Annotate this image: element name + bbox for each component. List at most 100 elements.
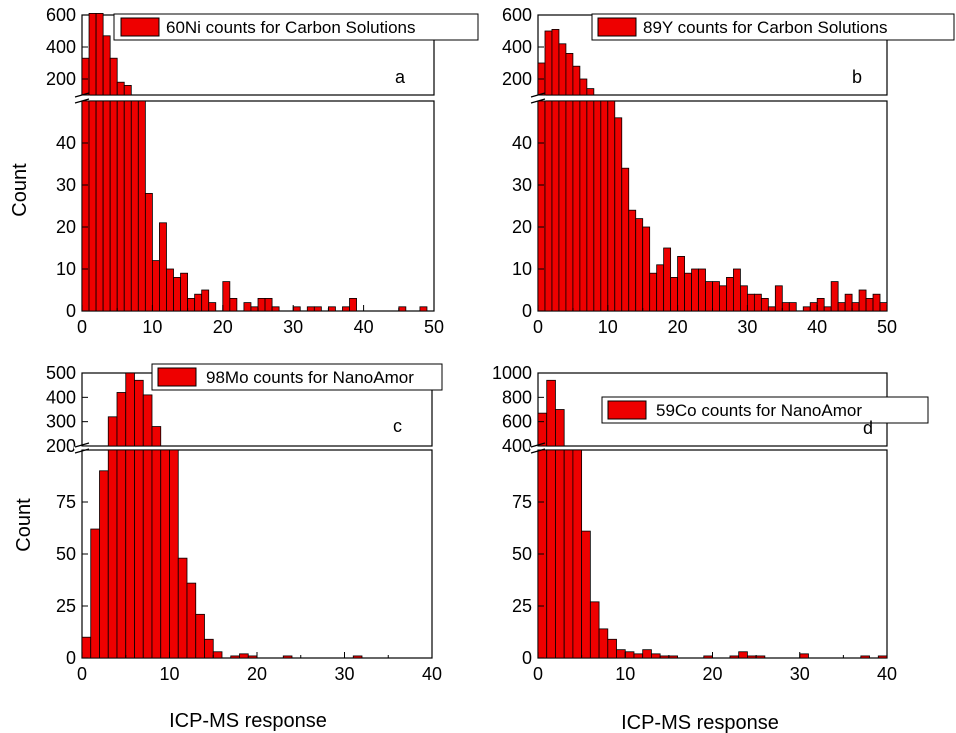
panel-b-bar	[712, 281, 720, 312]
panel-b-bar	[593, 100, 602, 312]
panel-c-xtick-label: 30	[334, 664, 354, 684]
panel-c-lower-bars	[81, 449, 363, 659]
panel-b-bar	[586, 100, 595, 312]
panel-b-xtick-label: 30	[737, 317, 757, 337]
panel-d-bar-upper	[537, 412, 548, 447]
panel-a-bar-upper	[88, 12, 97, 96]
panel-b-bar-upper	[572, 65, 581, 96]
panel-c-bar	[169, 449, 179, 659]
panel-a-bar	[271, 306, 280, 312]
panel-c-bar-upper	[142, 394, 153, 447]
panel-c-bar	[230, 655, 240, 659]
panel-c-bar	[107, 449, 118, 659]
panel-b-bar	[628, 209, 637, 312]
panel-a-bar	[137, 100, 146, 312]
panel-a-upper-bars	[81, 12, 132, 96]
panel-b-bar	[614, 117, 623, 312]
panel-d-legend-swatch	[607, 400, 647, 420]
panel-c-bar-upper	[125, 372, 135, 447]
panel-a-bar-upper	[102, 35, 111, 96]
panel-a-bar	[102, 100, 111, 312]
panel-c-bar	[160, 449, 170, 659]
panel-d-break-gap	[530, 446, 546, 450]
panel-a-ylabel: Count	[9, 163, 31, 217]
panel-b-break-gap	[530, 95, 546, 101]
panel-c-bar	[186, 582, 197, 659]
panel-b-ytick-label: 20	[512, 217, 532, 237]
panel-d-bar	[799, 653, 809, 659]
panel-c-ytick-label: 50	[56, 544, 76, 564]
panel-c-bar	[195, 613, 205, 659]
panel-a-legend: 60Ni counts for Carbon Solutions	[113, 13, 479, 41]
panel-a-bar-upper	[109, 57, 118, 96]
panel-d-upper-ytick-label: 1000	[492, 363, 532, 383]
panel-a-bar	[349, 297, 357, 312]
panel-a-upper-ytick-label: 200	[46, 69, 76, 89]
panel-a-bar	[151, 260, 160, 312]
panel-c-bar	[247, 655, 258, 659]
panel-d-xtick-label: 0	[533, 664, 543, 684]
panel-d-xtick-label: 20	[702, 664, 722, 684]
panel-a-ytick-label: 40	[56, 133, 76, 153]
panel-b-bar	[733, 268, 741, 312]
panel-b-bar	[579, 100, 588, 312]
panel-b-bar	[760, 297, 769, 312]
panel-a-bar	[398, 306, 407, 312]
panel-a-bar	[342, 306, 350, 312]
panel-b-xtick-label: 10	[598, 317, 618, 337]
panel-b-legend-box	[591, 13, 955, 41]
panel-d-bar	[589, 601, 600, 659]
panel-a-break-marks	[74, 92, 90, 104]
panel-a-bar	[419, 306, 428, 312]
panel-a-xtick-label: 30	[283, 317, 303, 337]
panel-b-bar-upper	[565, 53, 574, 96]
panel-a-lower-bars	[81, 100, 428, 312]
panel-a-bar	[116, 100, 125, 312]
panel-a-xtick-label: 10	[142, 317, 162, 337]
panel-c-bar	[142, 449, 153, 659]
panel-a-bar	[292, 306, 301, 312]
panel-c-xtick-label: 40	[422, 664, 442, 684]
panel-d-bar-upper	[555, 409, 565, 447]
panel-a-bar	[313, 306, 322, 312]
panel-d-upper-ytick-label: 800	[502, 387, 532, 407]
panel-a-bar	[194, 293, 203, 312]
panel-b-xtick-label: 50	[877, 317, 897, 337]
panel-c-xtick-label: 20	[247, 664, 267, 684]
panel-b-xtick-label: 20	[668, 317, 688, 337]
panel-c-bar-upper	[151, 426, 162, 447]
panel-b-bar	[656, 264, 665, 312]
panel-b-bar	[635, 218, 644, 312]
panel-b-bar	[621, 167, 630, 312]
panel-c-break-marks	[74, 442, 90, 454]
panel-b-bar	[663, 247, 672, 312]
panel-d-xlabel: ICP-MS response	[621, 712, 779, 733]
panel-a-ytick-label: 20	[56, 217, 76, 237]
panel-a-break-mark	[74, 98, 90, 104]
panel-b-legend-text: 89Y counts for Carbon Solutions	[643, 18, 887, 37]
panel-b-bar	[788, 302, 797, 312]
panel-a-bar	[180, 272, 188, 312]
panel-a-ytick-label: 10	[56, 259, 76, 279]
panel-a-break-gap	[74, 95, 90, 101]
panel-a-ytick-label: 30	[56, 175, 76, 195]
panel-d-letter: d	[863, 418, 873, 438]
panel-a-bar	[208, 302, 217, 312]
panel-d-upper-ytick-label: 600	[502, 412, 532, 432]
panel-a-bar	[187, 297, 196, 312]
panel-b-bar	[670, 276, 678, 312]
panel-a-bar	[109, 100, 118, 312]
panel-d-ytick-label: 50	[512, 544, 532, 564]
panel-a-bar	[123, 100, 132, 312]
panel-d-bar	[860, 655, 870, 659]
panel-d-bar	[729, 655, 740, 659]
panel-b-bar-upper	[586, 88, 595, 96]
panel-a-bar	[144, 192, 153, 312]
panel-b-bar	[830, 281, 839, 312]
panel-a-bar	[243, 302, 252, 312]
panel-b-upper-ytick-label: 400	[502, 37, 532, 57]
panel-a-bar	[222, 281, 231, 312]
